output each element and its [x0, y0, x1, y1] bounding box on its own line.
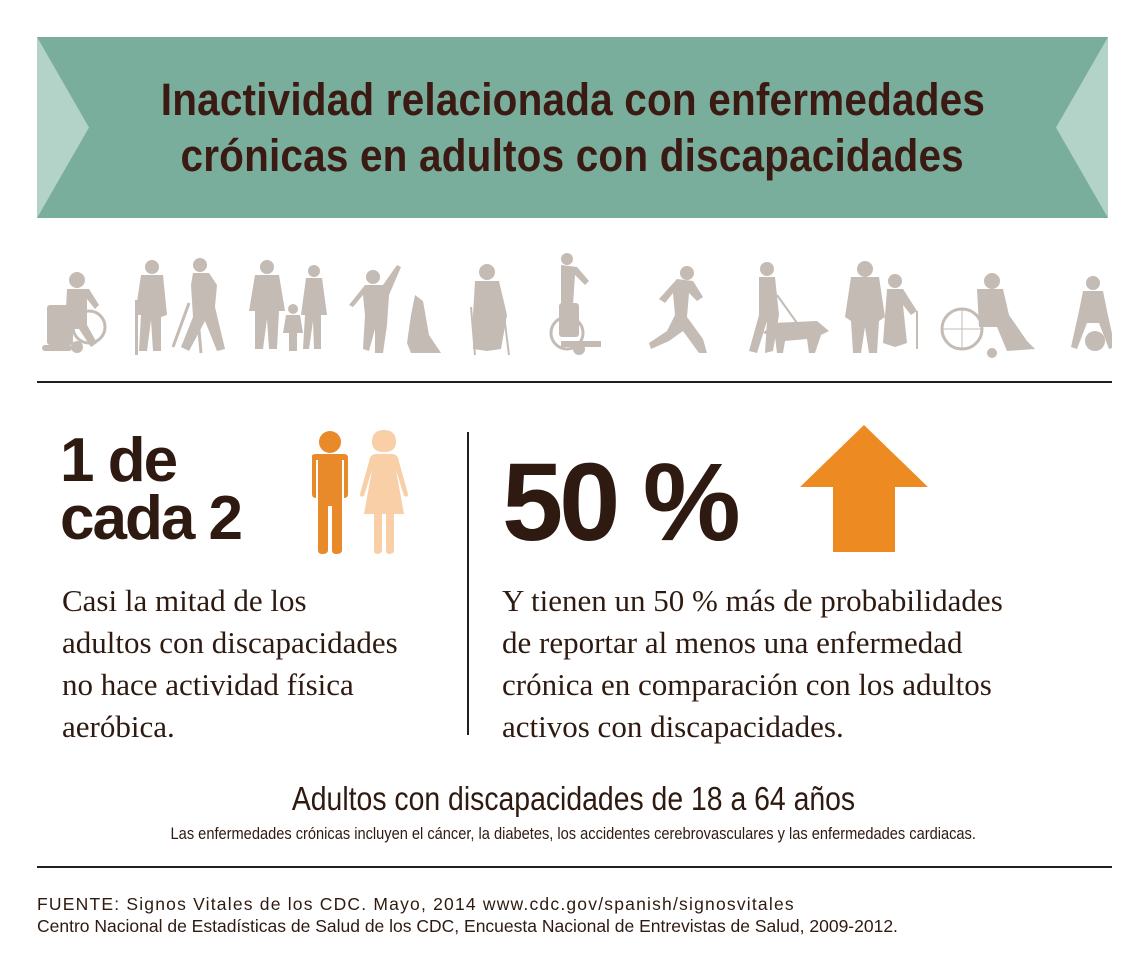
top-divider: [37, 381, 1112, 383]
description-line: de reportar al menos una enfermedad: [502, 625, 963, 660]
up-arrow-icon: [800, 425, 930, 560]
description-line: Y tienen un 50 % más de probabilidades: [502, 583, 1003, 618]
person-with-trekking-poles-icon: [171, 258, 225, 354]
chronic-diseases-note: Las enfermedades crónicas incluyen el cá…: [0, 823, 1146, 845]
adult-and-child-family-icon: [249, 260, 327, 351]
title-line-2: crónicas en adultos con discapacidades: [180, 129, 965, 181]
banner-ribbon-shape: [37, 37, 1108, 218]
source-line-1: FUENTE: Signos Vitales de los CDC. Mayo,…: [37, 894, 795, 914]
title-banner: Inactividad relacionada con enfermedades…: [37, 37, 1108, 218]
child-in-wheelchair-icon: [549, 253, 601, 355]
description-line: crónica en comparación con los adultos: [502, 667, 992, 702]
stat-left-line-2: cada 2: [60, 484, 243, 553]
bottom-divider: [37, 866, 1112, 868]
silhouettes-row: [37, 245, 1112, 365]
description-line: activos con discapacidades.: [502, 709, 844, 744]
description-line: Casi la mitad de los: [62, 583, 307, 618]
people-icons: [300, 430, 420, 560]
woman-with-dog-icon: [349, 265, 441, 353]
person-in-wheelchair-icon: [940, 273, 1035, 358]
description-line: adultos con discapacidades: [62, 625, 398, 660]
description-line: no hace actividad física: [62, 667, 354, 702]
stat-right-headline: 50 %: [502, 441, 741, 564]
person-with-ball-icon: [1071, 276, 1112, 351]
source-citation: FUENTE: Signos Vitales de los CDC. Mayo,…: [37, 893, 898, 937]
elderly-couple-with-cane-icon: [845, 261, 918, 353]
man-icon: [312, 431, 348, 554]
source-line-2: Centro Nacional de Estadísticas de Salud…: [37, 916, 898, 936]
page-title: Inactividad relacionada con enfermedades…: [37, 37, 1108, 218]
stat-right-description: Y tienen un 50 % más de probabilidades d…: [502, 580, 1003, 748]
elderly-person-with-canes-icon: [470, 264, 510, 356]
woman-icon: [360, 430, 408, 554]
population-title: Adultos con discapacidades de 18 a 64 añ…: [0, 779, 1146, 819]
runner-icon: [649, 266, 707, 353]
person-in-wheelchair-icon: [42, 272, 107, 353]
vertical-divider: [467, 432, 469, 735]
population-title-text: Adultos con discapacidades de 18 a 64 añ…: [291, 780, 855, 817]
stat-left-headline: 1 de cada 2: [60, 426, 243, 553]
chronic-diseases-note-text: Las enfermedades crónicas incluyen el cá…: [170, 824, 976, 843]
stat-left-description: Casi la mitad de los adultos con discapa…: [62, 580, 398, 748]
stat-left-line-1: 1 de: [60, 426, 178, 495]
title-line-1: Inactividad relacionada con enfermedades: [160, 73, 985, 125]
description-line: aeróbica.: [62, 709, 175, 744]
person-with-crutch-icon: [135, 260, 167, 355]
person-with-guide-dog-icon: [749, 262, 829, 353]
